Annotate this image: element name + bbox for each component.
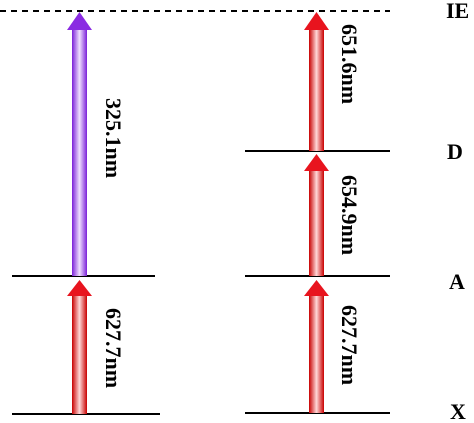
level-label-x: X (450, 399, 466, 423)
level-label-ie: IE (446, 0, 469, 23)
arrow-d-to-ie-right (304, 12, 329, 151)
arrow-x-to-a-left (67, 280, 92, 414)
wavelength-label-a-to-d-right: 654.9nm (337, 175, 362, 255)
arrow-a-to-ie-left (67, 12, 92, 276)
arrow-a-to-d-right (304, 154, 329, 276)
wavelength-label-x-to-a-right: 627.7nm (337, 305, 362, 385)
level-label-a: A (449, 269, 465, 294)
wavelength-label-d-to-ie-right: 651.6nm (337, 24, 362, 104)
wavelength-label-a-to-ie-left: 325.1nm (101, 98, 126, 178)
arrow-x-to-a-right (304, 280, 329, 413)
level-label-d: D (447, 139, 463, 164)
wavelength-label-x-to-a-left: 627.7nm (101, 308, 126, 388)
